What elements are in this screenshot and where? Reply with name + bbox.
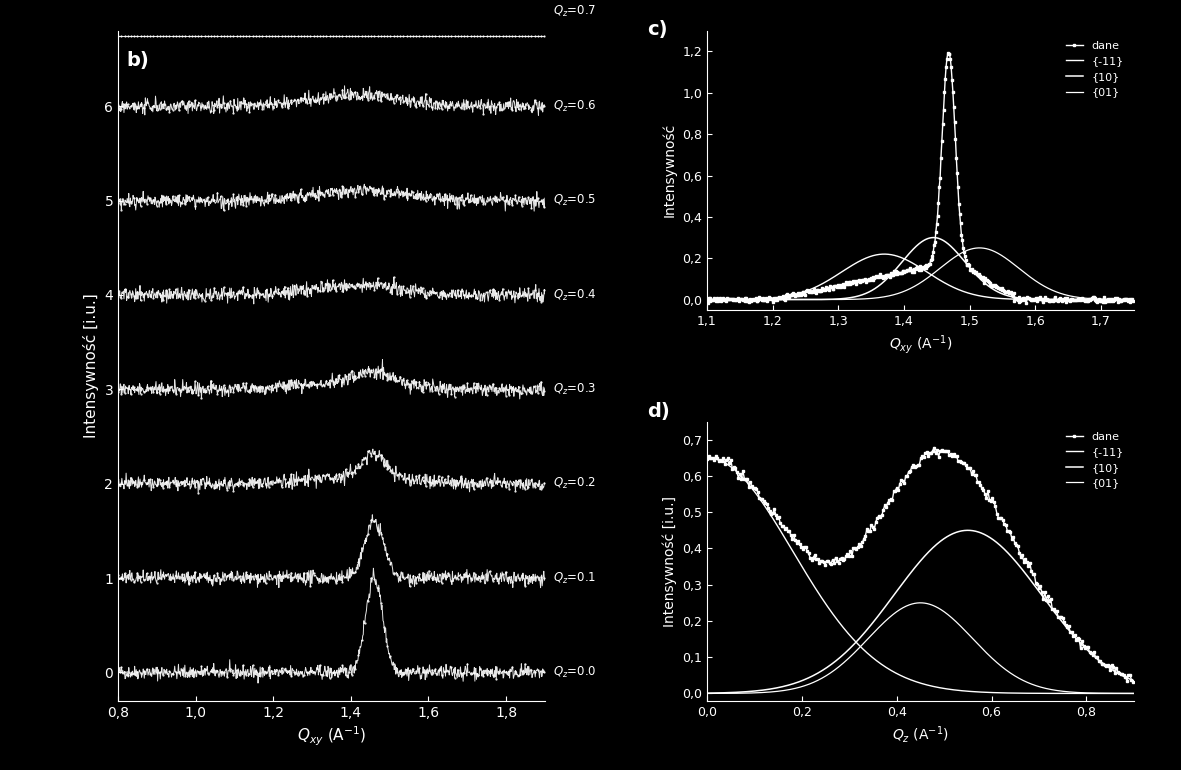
{-11} xyxy=(722,460,736,470)
Text: $Q_z$=0.6: $Q_z$=0.6 xyxy=(553,99,596,114)
Line: {-11}: {-11} xyxy=(707,254,1134,300)
X-axis label: $Q_z\ (\mathrm{A}^{-1})$: $Q_z\ (\mathrm{A}^{-1})$ xyxy=(892,724,948,745)
{01} xyxy=(749,295,763,304)
Y-axis label: Intensywność: Intensywność xyxy=(663,123,677,217)
Legend: dane, {-11}, {10}, {01}: dane, {-11}, {10}, {01} xyxy=(1062,427,1128,493)
dane xyxy=(1051,296,1065,305)
{10} xyxy=(1115,671,1129,680)
{-11} xyxy=(700,295,715,304)
{01} xyxy=(1072,293,1087,302)
dane xyxy=(945,452,959,461)
Text: $Q_z$=0.1: $Q_z$=0.1 xyxy=(553,571,596,586)
{10} xyxy=(1072,295,1087,304)
dane xyxy=(954,230,968,239)
Text: $Q_z$=0.7: $Q_z$=0.7 xyxy=(553,5,595,19)
{-11} xyxy=(1127,295,1141,304)
{-11} xyxy=(877,249,892,259)
{-11} xyxy=(700,454,715,463)
{10} xyxy=(1115,671,1129,680)
dane xyxy=(1017,557,1031,566)
{10} xyxy=(700,295,715,304)
{10} xyxy=(774,295,788,304)
{10} xyxy=(1118,295,1133,304)
{-11} xyxy=(1118,295,1133,304)
{10} xyxy=(926,233,940,243)
dane xyxy=(931,211,945,220)
dane xyxy=(905,267,919,276)
{-11} xyxy=(863,252,877,261)
X-axis label: $Q_{xy}\ (\mathrm{A}^{-1})$: $Q_{xy}\ (\mathrm{A}^{-1})$ xyxy=(296,725,366,748)
{01} xyxy=(863,294,877,303)
{10} xyxy=(961,526,976,535)
{10} xyxy=(700,688,715,698)
Text: $Q_z$=0.3: $Q_z$=0.3 xyxy=(553,382,596,397)
Line: {10}: {10} xyxy=(707,238,1134,300)
{-11} xyxy=(1114,689,1128,698)
dane xyxy=(902,265,916,274)
{01} xyxy=(700,689,715,698)
Y-axis label: Intensywność [i.u.]: Intensywność [i.u.] xyxy=(663,496,677,627)
Y-axis label: Intensywność [i.u.]: Intensywność [i.u.] xyxy=(83,293,99,438)
dane xyxy=(1125,296,1140,306)
Line: {-11}: {-11} xyxy=(707,458,1134,694)
dane xyxy=(1117,295,1131,304)
{01} xyxy=(882,291,896,300)
{-11} xyxy=(749,294,763,303)
Line: {01}: {01} xyxy=(707,248,1134,300)
{01} xyxy=(1118,295,1133,304)
Text: $Q_z$=0.2: $Q_z$=0.2 xyxy=(553,476,595,491)
Text: c): c) xyxy=(647,19,667,38)
{01} xyxy=(907,599,921,608)
dane xyxy=(941,49,955,58)
dane xyxy=(1125,677,1140,686)
Line: {10}: {10} xyxy=(707,531,1134,693)
{-11} xyxy=(774,293,788,302)
dane xyxy=(757,497,771,506)
{01} xyxy=(913,598,927,608)
X-axis label: $Q_{xy}\ (\mathrm{A}^{-1})$: $Q_{xy}\ (\mathrm{A}^{-1})$ xyxy=(889,333,952,357)
{-11} xyxy=(896,672,911,681)
{01} xyxy=(774,295,788,304)
Line: dane: dane xyxy=(705,52,1135,305)
dane xyxy=(1078,643,1092,652)
{-11} xyxy=(1072,295,1087,304)
Text: b): b) xyxy=(126,51,149,70)
Line: dane: dane xyxy=(705,446,1134,683)
Legend: dane, {-11}, {10}, {01}: dane, {-11}, {10}, {01} xyxy=(1062,36,1128,102)
dane xyxy=(762,503,776,512)
{01} xyxy=(1115,689,1129,698)
dane xyxy=(1019,299,1033,308)
{-11} xyxy=(1115,689,1129,698)
{01} xyxy=(896,603,911,612)
dane xyxy=(700,296,715,306)
{01} xyxy=(722,688,736,698)
{10} xyxy=(722,688,736,698)
{01} xyxy=(1036,683,1050,692)
Line: {01}: {01} xyxy=(707,603,1134,694)
{01} xyxy=(1115,689,1129,698)
{-11} xyxy=(882,249,896,259)
{10} xyxy=(1036,592,1050,601)
Text: d): d) xyxy=(647,402,670,421)
dane xyxy=(700,454,715,464)
{-11} xyxy=(1036,688,1050,698)
{10} xyxy=(896,578,911,588)
dane xyxy=(927,443,941,452)
{-11} xyxy=(1127,689,1141,698)
Text: $Q_z$=0.4: $Q_z$=0.4 xyxy=(553,287,596,303)
{10} xyxy=(863,286,877,296)
{01} xyxy=(1127,689,1141,698)
{10} xyxy=(882,272,896,281)
Text: $Q_z$=0.5: $Q_z$=0.5 xyxy=(553,193,596,208)
{01} xyxy=(972,243,986,253)
{10} xyxy=(1127,676,1141,685)
dane xyxy=(753,494,768,503)
{10} xyxy=(907,564,921,573)
Text: $Q_z$=0.0: $Q_z$=0.0 xyxy=(553,665,596,680)
{01} xyxy=(1127,295,1141,304)
{10} xyxy=(749,295,763,304)
{01} xyxy=(700,295,715,304)
{-11} xyxy=(907,677,921,686)
{10} xyxy=(1127,295,1141,304)
